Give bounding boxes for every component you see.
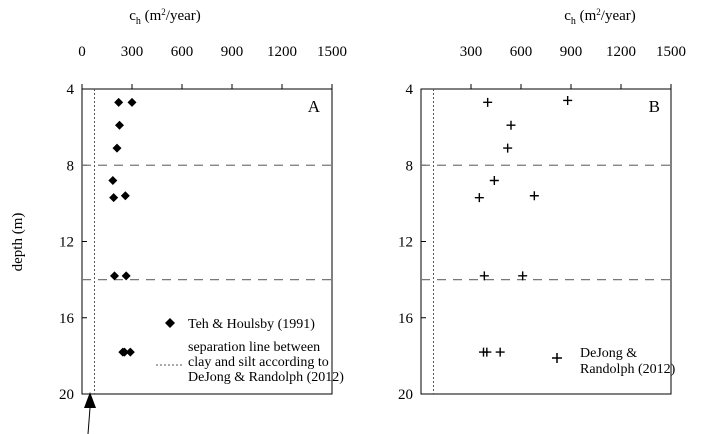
- panel-a-legend: Teh & Houlsby (1991) separation line bet…: [156, 317, 344, 385]
- x-tick-label: 900: [560, 44, 583, 60]
- plus-data-point: [503, 143, 513, 153]
- plus-data-point: [482, 347, 492, 357]
- panel-a-ref-lines: [82, 89, 332, 394]
- y-tick-label: 12: [59, 235, 74, 251]
- legend-teh-houlsby-label: Teh & Houlsby (1991): [188, 317, 315, 332]
- diamond-data-point: [114, 97, 124, 107]
- diamond-data-point: [112, 143, 122, 153]
- panel-b-markers: [474, 95, 573, 357]
- plus-data-point: [518, 271, 528, 281]
- diamond-data-point: [108, 176, 118, 185]
- x-tick-label: 600: [510, 44, 533, 60]
- panel-a-y-ticks: 4 8 12 16 20: [59, 82, 87, 403]
- annotation-arrow-shaft: [87, 407, 91, 434]
- plus-data-point: [563, 95, 573, 105]
- panel-b-ref-lines: [421, 89, 671, 394]
- plus-data-point: [489, 176, 499, 185]
- panel-b-label: B: [649, 97, 660, 116]
- x-tick-label: 300: [460, 44, 483, 60]
- y-tick-label: 20: [398, 387, 413, 403]
- panel-b-x-ticks: 300 600 900 1200 1500: [460, 44, 686, 89]
- panel-a-label: A: [308, 97, 321, 116]
- panel-b-legend: DeJong & Randolph (2012): [552, 346, 676, 377]
- plus-data-point: [474, 193, 484, 203]
- x-tick-label: 300: [121, 44, 144, 60]
- x-tick-label: 1200: [606, 44, 636, 60]
- panel-a-markers: [108, 97, 137, 357]
- plus-data-point: [483, 97, 493, 107]
- legend-dejong-line-2: Randolph (2012): [580, 362, 676, 377]
- diamond-data-point: [127, 97, 137, 107]
- x-tick-label: 0: [78, 44, 86, 60]
- plus-data-point: [529, 191, 539, 201]
- y-tick-label: 16: [59, 311, 75, 327]
- legend-separation-line-2: clay and silt according to: [188, 355, 329, 370]
- plus-data-point: [495, 347, 505, 357]
- x-tick-label: 600: [171, 44, 194, 60]
- y-axis-title: depth (m): [10, 213, 26, 272]
- legend-dejong-line-1: DeJong &: [580, 346, 637, 361]
- diamond-data-point: [120, 191, 130, 201]
- diamond-data-point: [115, 120, 124, 130]
- legend-separation-line-label: separation line between clay and silt ac…: [188, 340, 344, 385]
- diamond-data-point: [110, 271, 119, 281]
- y-tick-label: 16: [398, 311, 414, 327]
- y-tick-label: 12: [398, 235, 413, 251]
- y-tick-label: 4: [67, 82, 75, 98]
- y-tick-label: 4: [406, 82, 414, 98]
- panel-b-x-title: ch (m2/year): [564, 7, 636, 27]
- legend-plus-marker: [552, 353, 562, 363]
- y-tick-label: 20: [59, 387, 74, 403]
- legend-separation-line-3: DeJong & Randolph (2012): [188, 370, 344, 385]
- diamond-data-point: [121, 271, 131, 281]
- plus-data-point: [479, 271, 489, 281]
- y-tick-label: 8: [406, 158, 414, 174]
- legend-dejong-randolph-label: DeJong & Randolph (2012): [580, 346, 676, 377]
- plus-data-point: [506, 120, 516, 130]
- panel-b: ch (m2/year) 300 600 900 1200 1500 48121620 …: [398, 7, 686, 403]
- legend-separation-line-1: separation line between: [188, 340, 320, 355]
- diamond-data-point: [125, 347, 135, 357]
- panel-a-x-title: ch (m2/year): [129, 7, 201, 27]
- x-tick-label: 1500: [317, 44, 347, 60]
- x-tick-label: 900: [221, 44, 244, 60]
- legend-diamond-marker: [165, 318, 175, 328]
- diamond-data-point: [109, 193, 119, 203]
- panel-b-y-ticks: 4 8 12 16 20: [398, 82, 426, 403]
- panel-a-x-ticks: 0 300 600 900 1200 1500: [78, 44, 347, 89]
- diamond-data-point: [120, 347, 129, 357]
- x-tick-label: 1500: [656, 44, 686, 60]
- annotation-arrow-icon: [84, 392, 96, 408]
- y-tick-label: 8: [67, 158, 75, 174]
- x-tick-label: 1200: [267, 44, 297, 60]
- panel-a: ch (m2/year) 0 300 600 900 1200 1500 4 8 12 16 20…: [10, 7, 347, 434]
